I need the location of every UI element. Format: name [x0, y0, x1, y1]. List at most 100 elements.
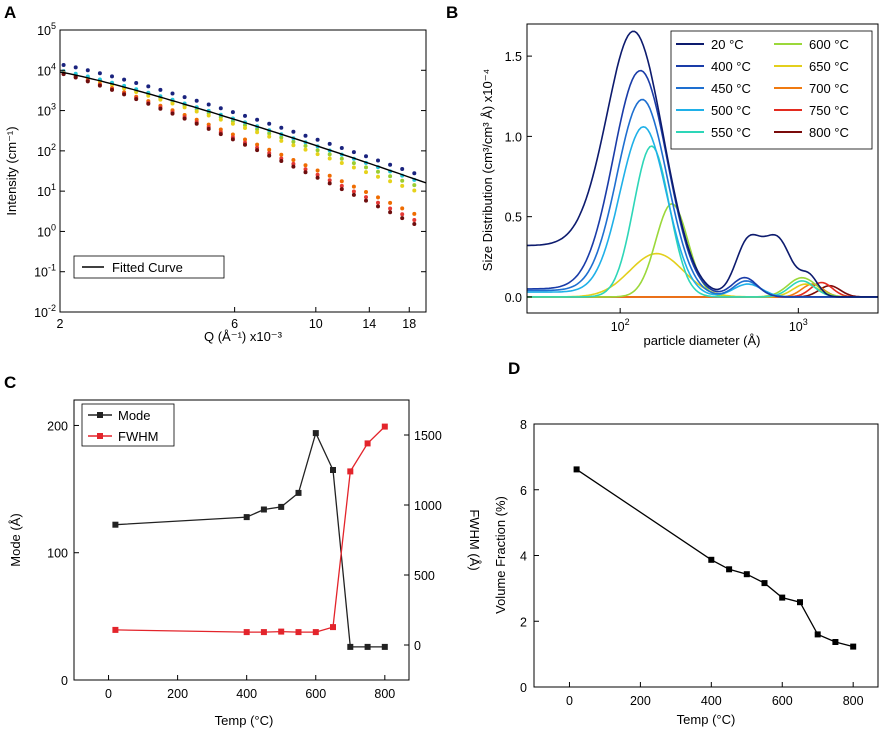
- panel-c-point-mode: [278, 503, 285, 510]
- panel-a-point-series-4: [388, 200, 393, 205]
- panel-a-point-series-0: [230, 110, 235, 115]
- panel-a-point-series-4: [279, 152, 284, 157]
- panel-a-point-series-2: [230, 121, 235, 126]
- panel-c-ytick-right-label: 1500: [414, 429, 442, 443]
- panel-a-point-series-4: [267, 147, 272, 152]
- panel-a-point-series-2: [206, 113, 211, 118]
- panel-d-point: [779, 594, 786, 601]
- panel-d-xtick-label: 800: [843, 694, 864, 708]
- panel-b-xtick-label: 102: [611, 317, 630, 334]
- panel-a-point-series-2: [339, 161, 344, 165]
- panel-a-point-series-0: [364, 154, 368, 159]
- panel-b-legend: 20 °C 400 °C 450 °C 500 °C 550 °C 600 °C 650 °…: [670, 30, 873, 150]
- panel-d-ytick-label: 0: [520, 681, 527, 695]
- panel-a-point-series-6: [376, 204, 380, 209]
- panel-a-point-series-4: [230, 132, 235, 137]
- panel-a-ytick-label-mantissa: 10: [37, 24, 51, 38]
- panel-a-point-series-6: [339, 187, 344, 192]
- panel-a-point-series-6: [303, 170, 308, 175]
- panel-a-point-series-0: [279, 125, 284, 130]
- panel-b-legend-label: 550 °C: [711, 125, 751, 140]
- panel-a-point-series-6: [364, 198, 368, 203]
- panel-c-point-fwhm: [381, 423, 388, 430]
- panel-a-point-series-0: [376, 158, 380, 163]
- panel-a-ytick-label: 102: [37, 142, 56, 159]
- panel-c-point-fwhm: [112, 626, 119, 633]
- panel-c-point-fwhm: [278, 628, 285, 635]
- panel-a-point-series-0: [255, 117, 260, 122]
- panel-b-curve-1: [527, 69, 878, 298]
- panel-letter-b: B: [446, 3, 458, 22]
- panel-a-point-series-4: [291, 158, 296, 162]
- panel-c-xlabel: Temp (°C): [215, 713, 274, 728]
- panel-a-point-series-0: [85, 68, 90, 73]
- panel-a-point-series-2: [400, 183, 405, 188]
- panel-a-point-series-0: [339, 146, 344, 150]
- panel-a-xtick-label: 14: [362, 317, 376, 331]
- panel-a-ylabel: Intensity (cm⁻¹): [4, 126, 19, 215]
- panel-c-ytick-label: 100: [47, 547, 68, 561]
- panel-letter-a: A: [4, 3, 16, 22]
- panel-a-point-series-0: [110, 74, 114, 79]
- panel-a-point-series-4: [243, 137, 247, 142]
- panel-a-point-series-6: [97, 83, 102, 88]
- panel-a-point-series-0: [267, 121, 272, 126]
- panel-a-point-series-2: [158, 97, 163, 102]
- panel-a-ytick-label-mantissa: 10: [37, 145, 51, 159]
- panel-a-ytick-label-exponent: 0: [51, 222, 56, 232]
- panel-b-legend-label: 700 °C: [809, 81, 849, 96]
- panel-a-point-series-2: [303, 147, 308, 152]
- panel-c-line-mode: [115, 431, 385, 648]
- panel-d-xlabel: Temp (°C): [677, 712, 736, 727]
- panel-a-point-series-0: [412, 171, 417, 176]
- panel-a-legend: Fitted Curve: [73, 255, 225, 279]
- panel-b-ytick-label: 1.5: [505, 50, 522, 64]
- panel-a-point-series-0: [388, 162, 393, 167]
- panel-d-xtick-label: 600: [772, 694, 793, 708]
- panel-d-point: [850, 643, 857, 650]
- panel-a-point-series-0: [97, 71, 102, 76]
- panel-c-point-mode: [381, 643, 388, 650]
- panel-c-ytick-right-label: 500: [414, 569, 435, 583]
- panel-a-ytick-label-mantissa: 10: [37, 185, 51, 199]
- panel-b-ylabel: Size Distribution (cm³/cm³ Å) x10⁻⁴: [480, 69, 495, 271]
- panel-c-legend-marker-fwhm: [97, 433, 103, 439]
- panel-a-point-series-2: [243, 126, 247, 130]
- panel-b-xtick-label: 103: [789, 317, 808, 334]
- panel-letter-d: D: [508, 359, 520, 378]
- panel-a-point-series-2: [267, 134, 272, 139]
- panel-a-point-series-2: [315, 152, 320, 157]
- panel-a-ytick-label-mantissa: 10: [37, 105, 51, 119]
- panel-a-point-series-0: [291, 129, 296, 134]
- panel-a-point-series-2: [291, 143, 296, 148]
- panel-a-point-series-0: [134, 81, 139, 85]
- panel-a-point-series-6: [255, 148, 260, 153]
- panel-a-point-series-1: [376, 169, 380, 174]
- panel-a-point-series-6: [267, 153, 272, 158]
- panel-a-ytick-label: 104: [37, 61, 56, 78]
- panel-a-xtick-label: 6: [231, 317, 238, 331]
- panel-a-point-series-4: [327, 173, 332, 178]
- panel-c-legend-label-fwhm: FWHM: [118, 429, 158, 444]
- panel-a-point-series-6: [351, 192, 356, 197]
- panel-d-point: [708, 556, 715, 563]
- panel-a-point-series-6: [122, 92, 127, 97]
- panel-c-legend: Mode FWHM: [81, 403, 175, 447]
- panel-a-point-series-0: [218, 106, 223, 111]
- panel-c-chart: 0 200 400 600 800 0 100 200 0 500 1000 1500 Temp (°…: [8, 399, 482, 728]
- panel-a-point-series-6: [315, 175, 320, 180]
- panel-a-point-series-1: [255, 127, 260, 132]
- panel-a-ytick-label: 103: [37, 102, 56, 119]
- panel-c-legend-marker-mode: [97, 412, 103, 418]
- panel-a-point-series-1: [364, 165, 368, 170]
- panel-a-point-series-2: [170, 101, 175, 106]
- panel-a-ytick-label-exponent: -2: [48, 303, 56, 313]
- panel-d-point: [573, 466, 580, 473]
- panel-a-point-series-6: [327, 181, 332, 186]
- panel-c-point-mode: [364, 643, 371, 650]
- panel-a-ytick-label-exponent: 5: [51, 21, 56, 31]
- panel-c-xtick-label: 600: [305, 687, 326, 701]
- panel-a-point-series-2: [364, 170, 368, 175]
- panel-a-point-series-5: [303, 167, 308, 172]
- panel-c-point-mode: [295, 489, 302, 496]
